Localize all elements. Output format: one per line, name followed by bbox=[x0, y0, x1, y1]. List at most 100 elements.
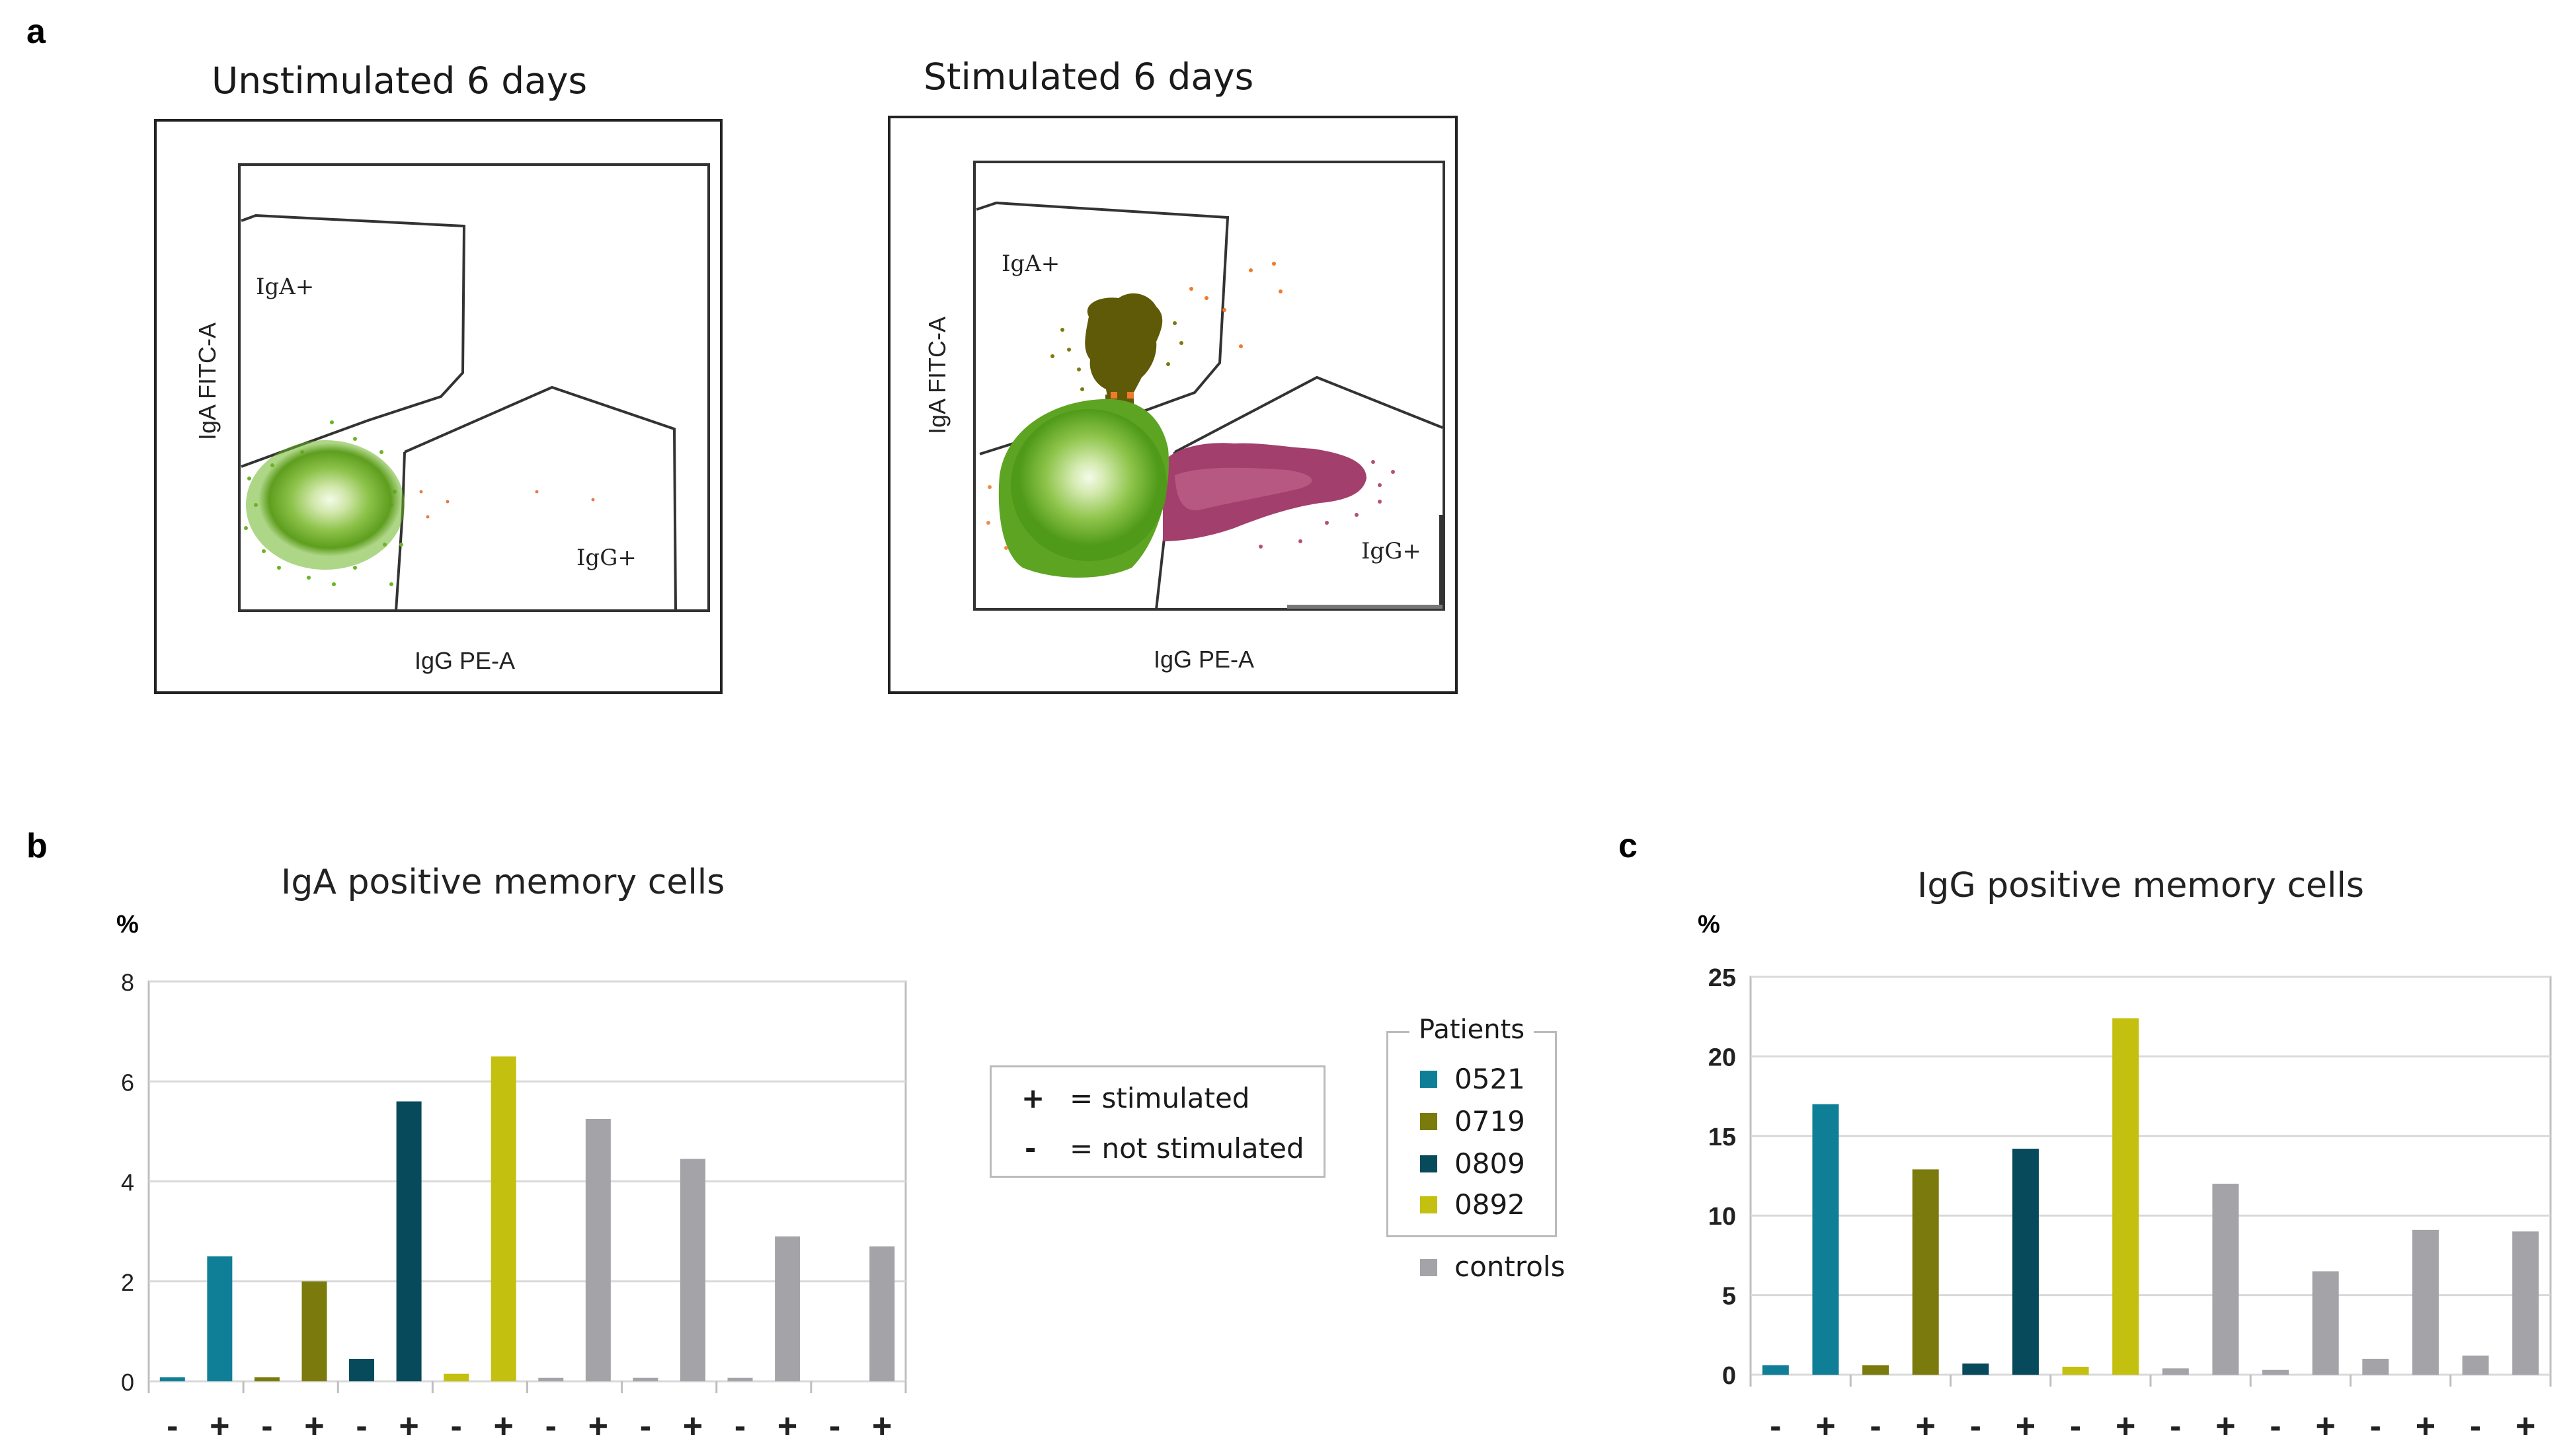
bar-0521-unstimulated bbox=[159, 1377, 185, 1381]
bar-controls-unstimulated bbox=[2362, 1358, 2389, 1375]
y-tick-label: 8 bbox=[121, 969, 134, 996]
gate-igg-outline bbox=[395, 385, 677, 611]
x-tick-label: - bbox=[450, 1407, 461, 1441]
y-tick-label: 25 bbox=[1708, 965, 1736, 992]
flow-plot-title-unstimulated: Unstimulated 6 days bbox=[212, 59, 588, 102]
scatter-outliers bbox=[419, 490, 595, 519]
y-tick-label: 15 bbox=[1708, 1124, 1736, 1151]
x-tick-label: + bbox=[777, 1407, 797, 1441]
x-tick-label: - bbox=[829, 1407, 840, 1441]
bar-0719-stimulated bbox=[301, 1281, 327, 1381]
y-tick-label: 20 bbox=[1708, 1044, 1736, 1071]
bar-0892-unstimulated bbox=[2062, 1366, 2089, 1375]
legend-label-0521: 0521 bbox=[1454, 1063, 1525, 1095]
legend-minus-symbol: - bbox=[1025, 1132, 1037, 1165]
legend-swatch-0892 bbox=[1420, 1196, 1437, 1213]
bar-controls-unstimulated bbox=[633, 1377, 658, 1381]
bar-controls-unstimulated bbox=[538, 1377, 564, 1381]
bar-0719-unstimulated bbox=[1862, 1365, 1889, 1375]
x-tick-label: - bbox=[2470, 1407, 2481, 1441]
bar-controls-stimulated bbox=[2312, 1271, 2339, 1375]
y-tick-label: 6 bbox=[121, 1069, 134, 1096]
scatter-igg-cluster bbox=[1163, 443, 1395, 549]
x-tick-label: - bbox=[1870, 1407, 1881, 1441]
scatter-outliers bbox=[986, 485, 1008, 550]
gate-label-iga: IgA+ bbox=[256, 274, 315, 300]
bar-0521-unstimulated bbox=[1762, 1365, 1789, 1375]
bar-controls-stimulated bbox=[2212, 1184, 2239, 1375]
scatter-cloud-core bbox=[258, 443, 401, 556]
gate-label-igg: IgG+ bbox=[1361, 538, 1421, 564]
y-tick-label: 5 bbox=[1722, 1283, 1736, 1311]
gate-label-iga: IgA+ bbox=[1002, 250, 1060, 277]
bar-controls-unstimulated bbox=[2262, 1369, 2289, 1375]
x-tick-label: - bbox=[2070, 1407, 2081, 1441]
x-tick-label: - bbox=[2170, 1407, 2181, 1441]
panel-letter-b: b bbox=[26, 827, 48, 865]
x-tick-label: + bbox=[1916, 1407, 1936, 1441]
legend-swatch-0521 bbox=[1420, 1071, 1437, 1088]
bar-controls-stimulated bbox=[2412, 1229, 2439, 1375]
bar-controls-stimulated bbox=[2512, 1231, 2539, 1375]
plot-area bbox=[238, 163, 710, 612]
bar-0809-stimulated bbox=[396, 1101, 422, 1381]
x-tick-label: + bbox=[2016, 1407, 2036, 1441]
y-axis-label: IgA FITC-A bbox=[194, 322, 221, 441]
x-tick-label: + bbox=[1815, 1407, 1835, 1441]
y-tick-label: 10 bbox=[1708, 1203, 1736, 1231]
flow-plot-stimulated-graphic bbox=[973, 161, 1445, 611]
x-tick-label: + bbox=[683, 1407, 703, 1441]
chart-title-igg: IgG positive memory cells bbox=[1917, 866, 2365, 905]
legend-label-0719: 0719 bbox=[1454, 1105, 1525, 1137]
bar-0809-stimulated bbox=[2012, 1149, 2039, 1375]
flow-plot-stimulated: IgA+ IgG+ IgG PE-A IgA FITC-A bbox=[888, 116, 1458, 694]
legend-swatch-0719 bbox=[1420, 1113, 1437, 1130]
x-tick-label: - bbox=[734, 1407, 746, 1441]
bar-0521-stimulated bbox=[207, 1256, 233, 1381]
y-unit-label-igg: % bbox=[1698, 911, 1720, 939]
x-tick-label: - bbox=[2270, 1407, 2281, 1441]
x-tick-label: - bbox=[545, 1407, 557, 1441]
legend-plus-symbol: + bbox=[1021, 1082, 1045, 1114]
y-tick-label: 0 bbox=[1722, 1362, 1736, 1390]
bar-controls-stimulated bbox=[775, 1236, 801, 1381]
x-tick-label: + bbox=[304, 1407, 324, 1441]
x-tick-label: + bbox=[2215, 1407, 2235, 1441]
gate-label-igg: IgG+ bbox=[576, 545, 637, 571]
x-tick-label: - bbox=[2370, 1407, 2381, 1441]
panel-letter-a: a bbox=[26, 13, 46, 51]
bar-controls-unstimulated bbox=[727, 1377, 753, 1381]
bar-0719-unstimulated bbox=[254, 1377, 280, 1381]
bar-0809-unstimulated bbox=[1962, 1363, 1989, 1375]
bar-controls-stimulated bbox=[869, 1246, 895, 1381]
panel-letter-c: c bbox=[1618, 827, 1638, 865]
x-tick-label: - bbox=[1770, 1407, 1781, 1441]
y-tick-label: 0 bbox=[121, 1369, 134, 1396]
x-tick-label: + bbox=[2416, 1407, 2435, 1441]
flow-plot-unstimulated-graphic bbox=[238, 163, 710, 612]
flow-plot-unstimulated: IgA+ IgG+ IgG PE-A IgA FITC-A bbox=[154, 119, 723, 694]
legend-swatch-controls bbox=[1420, 1259, 1437, 1276]
y-tick-label: 4 bbox=[121, 1169, 134, 1196]
x-tick-label: + bbox=[872, 1407, 892, 1441]
x-tick-label: + bbox=[588, 1407, 608, 1441]
patients-legend-title: Patients bbox=[1409, 1015, 1534, 1045]
legend-swatch-0809 bbox=[1420, 1155, 1437, 1172]
x-tick-label: - bbox=[261, 1407, 272, 1441]
legend-plus-text: = stimulated bbox=[1070, 1082, 1250, 1114]
x-tick-label: + bbox=[2515, 1407, 2535, 1441]
x-tick-label: - bbox=[640, 1407, 651, 1441]
bar-controls-unstimulated bbox=[2162, 1368, 2189, 1375]
y-tick-label: 2 bbox=[121, 1269, 134, 1296]
x-axis-label: IgG PE-A bbox=[1154, 646, 1255, 673]
bar-controls-stimulated bbox=[680, 1159, 705, 1381]
scatter-iga-halo bbox=[1050, 321, 1183, 391]
x-tick-label: - bbox=[167, 1407, 178, 1441]
y-axis-label: IgA FITC-A bbox=[924, 316, 951, 435]
legend-minus-text: = not stimulated bbox=[1070, 1132, 1304, 1165]
gate-iga-outline bbox=[241, 213, 466, 468]
scatter-iga-cluster bbox=[1085, 293, 1163, 404]
x-tick-label: + bbox=[210, 1407, 229, 1441]
